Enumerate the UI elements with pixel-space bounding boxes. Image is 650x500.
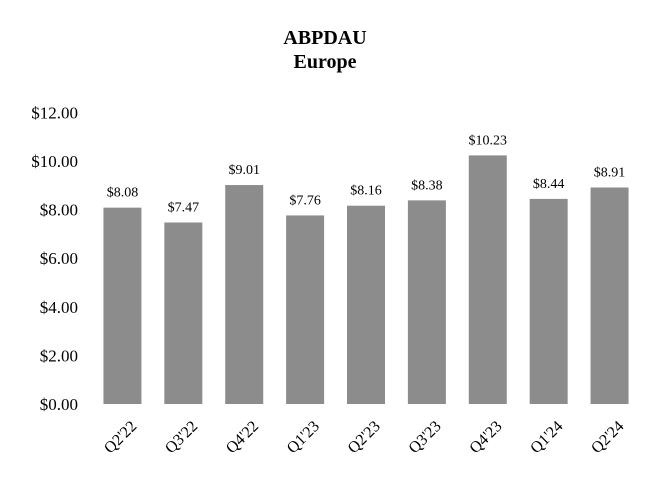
- x-tick-label: Q1'24: [527, 418, 566, 457]
- bar: [347, 205, 385, 404]
- y-axis: $0.00 $2.00 $4.00 $6.00 $8.00 $10.00 $12.00: [31, 103, 78, 414]
- y-tick-label: $0.00: [40, 395, 78, 414]
- x-tick-label: Q2'24: [588, 418, 627, 457]
- x-tick-label: Q2'22: [101, 418, 140, 457]
- y-tick-label: $10.00: [31, 152, 78, 171]
- x-tick-label: Q3'23: [406, 418, 445, 457]
- chart-subtitle: Europe: [293, 51, 357, 73]
- value-labels-group: $8.08 $7.47 $9.01 $7.76 $8.16 $8.38 $10.23 $8.4…: [107, 133, 626, 215]
- bar: [164, 222, 203, 404]
- data-label: $7.47: [168, 200, 200, 215]
- bar: [225, 185, 264, 404]
- chart-title-block: ABPDAU Europe: [0, 26, 650, 74]
- bar: [286, 215, 325, 404]
- bar: [407, 200, 446, 404]
- bar: [103, 207, 142, 404]
- data-label: $8.44: [533, 177, 565, 192]
- bar: [529, 198, 568, 404]
- y-tick-label: $6.00: [40, 249, 78, 268]
- x-tick-label: Q4'22: [223, 418, 262, 457]
- data-label: $10.23: [469, 133, 508, 148]
- x-tick-label: Q3'22: [162, 418, 201, 457]
- x-tick-label: Q4'23: [466, 418, 505, 457]
- data-label: $8.91: [594, 165, 626, 180]
- y-tick-label: $8.00: [40, 201, 78, 220]
- data-label: $8.16: [350, 184, 382, 199]
- bar: [590, 187, 629, 404]
- data-label: $8.38: [411, 178, 443, 193]
- x-tick-label: Q1'23: [284, 418, 323, 457]
- bars-group: [103, 155, 629, 404]
- x-tick-label: Q2'23: [345, 418, 384, 457]
- y-tick-label: $2.00: [40, 346, 78, 365]
- data-label: $8.08: [107, 186, 139, 201]
- data-label: $9.01: [228, 163, 260, 178]
- data-label: $7.76: [289, 193, 321, 208]
- chart-title: ABPDAU: [283, 27, 367, 49]
- bar: [468, 155, 507, 404]
- x-axis: Q2'22 Q3'22 Q4'22 Q1'23 Q2'23 Q3'23 Q4'23 Q1'24…: [101, 418, 627, 457]
- y-tick-label: $4.00: [40, 298, 78, 317]
- y-tick-label: $12.00: [31, 103, 78, 122]
